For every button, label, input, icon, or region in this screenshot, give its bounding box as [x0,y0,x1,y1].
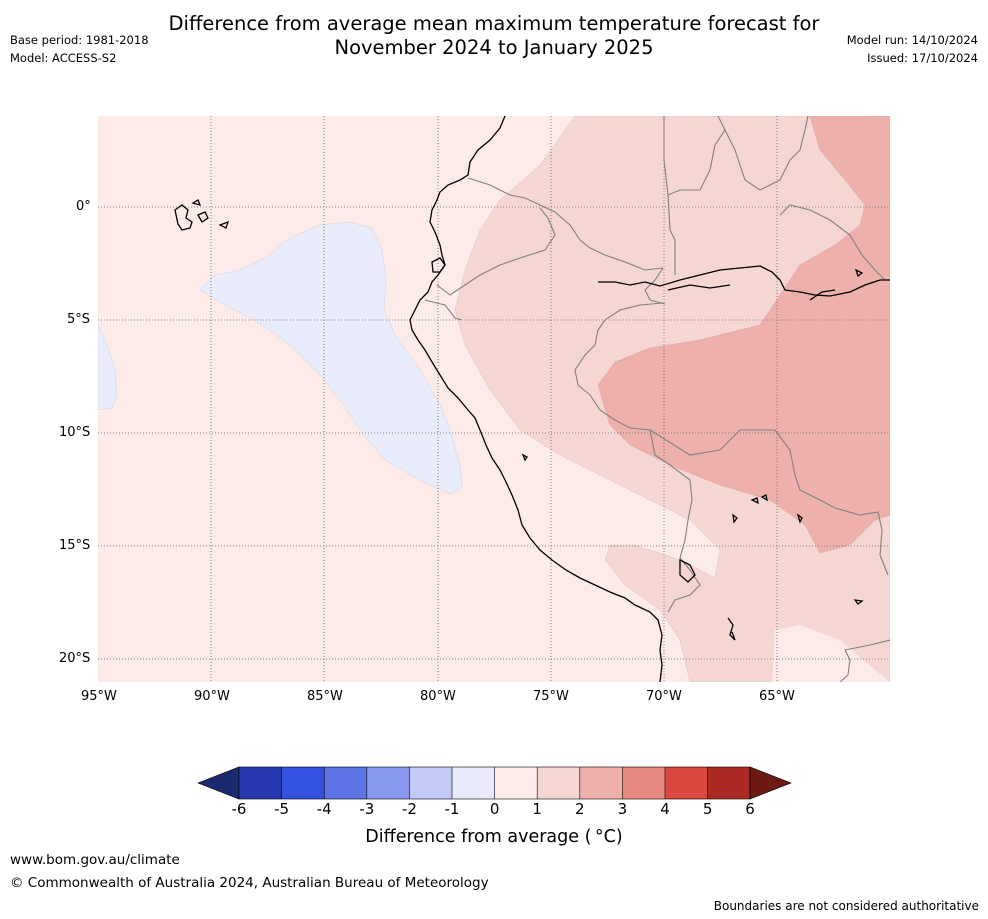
map-title: Difference from average mean maximum tem… [0,12,988,60]
colorbar-cell-3 [622,767,665,799]
colorbar-tick: 2 [575,800,585,818]
lon-label-85w: 85°W [307,689,343,704]
colorbar-label: Difference from average ( °C) [365,827,623,847]
colorbar-cell-0 [494,767,538,799]
website-link[interactable]: www.bom.gov.au/climate [10,852,180,868]
issued-date: Issued: 17/10/2024 [867,51,978,65]
anomaly-pocket-0-1 [772,625,890,682]
lon-label-65w: 65°W [759,689,795,704]
colorbar-extend-high [749,766,792,800]
lat-label-5s: 5°S [67,312,91,327]
graticule [98,116,890,682]
colorbar-tick: 6 [745,800,755,818]
colorbar-cell-m4 [324,767,367,799]
colorbar-tick: 5 [702,800,713,818]
colorbar-extend-low [197,766,240,800]
colorbar-cell-m1 [452,767,495,799]
colorbar-tick: -3 [359,800,375,818]
colorbar-tick: -6 [231,800,247,818]
colorbar-tick: 0 [489,800,500,818]
colorbar-cell-m5 [281,767,325,799]
colorbar [197,766,792,800]
colorbar-cell-1 [537,767,580,799]
meta-right: Model run: 14/10/2024 Issued: 17/10/2024 [847,31,978,67]
anomaly-region-minus1-0-west-edge [98,324,118,411]
map-area [98,116,890,682]
colorbar-tick: 1 [532,800,542,818]
colorbar-tick: -5 [274,800,290,818]
model-name: Model: ACCESS-S2 [10,51,117,65]
lon-label-95w: 95°W [81,689,117,704]
colorbar-cell-4 [665,767,708,799]
lon-label-80w: 80°W [420,689,456,704]
lat-label-15s: 15°S [59,538,91,553]
colorbar-cell-m6 [239,767,282,799]
lat-label-20s: 20°S [59,651,91,666]
lat-label-10s: 10°S [59,425,91,440]
title-line-1: Difference from average mean maximum tem… [168,12,820,35]
lon-label-70w: 70°W [646,689,682,704]
copyright-text: © Commonwealth of Australia 2024, Austra… [10,875,489,891]
anomaly-region-minus1-0 [199,221,463,495]
colorbar-tick: 4 [660,800,670,818]
colorbar-cell-5 [707,767,750,799]
colorbar-tick: 3 [617,800,628,818]
lon-label-90w: 90°W [194,689,230,704]
colorbar-tick: -2 [401,800,417,818]
colorbar-cell-m2 [409,767,452,799]
colorbar-cell-2 [579,767,623,799]
boundaries-disclaimer: Boundaries are not considered authoritat… [713,899,979,913]
coastline [174,116,890,682]
meta-left: Base period: 1981-2018 Model: ACCESS-S2 [10,31,149,67]
country-borders [424,116,890,682]
lat-label-0: 0° [76,199,91,214]
model-run: Model run: 14/10/2024 [846,33,978,47]
lon-label-75w: 75°W [533,689,569,704]
base-period: Base period: 1981-2018 [10,33,149,47]
colorbar-tick: -4 [316,800,332,818]
title-line-2: November 2024 to January 2025 [334,36,654,59]
colorbar-cell-m3 [366,767,410,799]
colorbar-tick: -1 [444,800,460,818]
